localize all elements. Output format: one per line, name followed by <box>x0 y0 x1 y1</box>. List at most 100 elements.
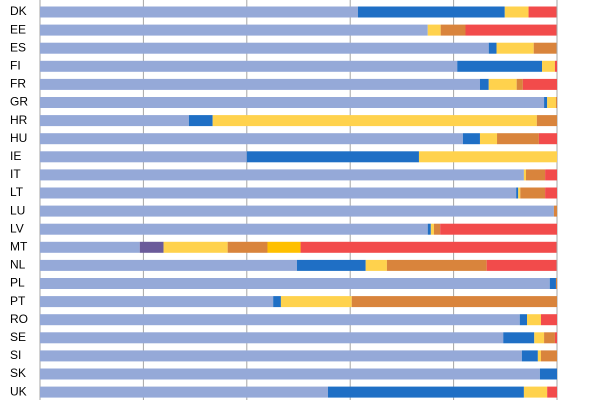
bar-segment <box>280 296 352 308</box>
bar-segment <box>351 296 557 308</box>
bar-segment <box>537 350 541 362</box>
bar-segment <box>457 60 543 72</box>
bar-segment <box>486 259 557 271</box>
bar-segment <box>488 78 517 90</box>
bar-segment <box>427 24 441 36</box>
y-tick-label: NL <box>10 258 26 272</box>
y-tick-label: DK <box>10 4 27 18</box>
bar-segment <box>520 187 546 199</box>
bar-segment <box>522 78 557 90</box>
bar-segment <box>40 133 463 145</box>
bar-segment <box>40 205 554 217</box>
bar-segment <box>40 368 540 380</box>
bar-segment <box>40 78 480 90</box>
bar-segment <box>40 314 520 326</box>
bar-segment <box>188 115 213 127</box>
y-tick-label: MT <box>10 239 28 253</box>
y-tick-label: UK <box>10 384 27 398</box>
bar-segment <box>540 350 557 362</box>
bar-segment <box>273 296 281 308</box>
y-tick-label: FR <box>10 77 26 91</box>
bar-segment <box>212 115 537 127</box>
bar-segment <box>547 386 557 398</box>
y-tick-label: ES <box>10 40 26 54</box>
y-tick-label: HR <box>10 113 28 127</box>
bar-segment <box>246 151 419 163</box>
bar-segment <box>547 97 556 108</box>
bar-segment <box>440 223 557 235</box>
bar-segment <box>534 332 545 344</box>
bar-segment <box>488 42 497 54</box>
bar-segment <box>163 241 228 253</box>
bar-segment <box>267 241 301 253</box>
bar-segment <box>433 223 441 235</box>
bar-segment <box>40 97 545 108</box>
bar-segment <box>440 24 466 36</box>
bar-segment <box>40 350 522 362</box>
bar-segment <box>496 42 534 54</box>
bar-segment <box>465 24 557 36</box>
bar-segment <box>227 241 268 253</box>
y-tick-label: FI <box>10 58 21 72</box>
bar-segment <box>542 60 555 72</box>
bar-segment <box>40 278 550 289</box>
bar-segment <box>518 187 521 199</box>
bar-segment <box>40 386 328 398</box>
bar-segment <box>357 6 505 18</box>
bar-segment <box>521 350 538 362</box>
y-tick-label: PT <box>10 294 26 308</box>
bar-segment <box>479 78 489 90</box>
bar-segment <box>554 332 557 344</box>
bar-segment <box>519 314 528 326</box>
bar-segment <box>527 314 541 326</box>
bar-segment <box>533 42 557 54</box>
bar-segment <box>540 314 557 326</box>
bar-segment <box>554 60 557 72</box>
bar-segment <box>544 332 555 344</box>
bar-segment <box>40 223 428 235</box>
bar-segment <box>536 115 557 127</box>
bar-segment <box>40 296 274 308</box>
y-tick-label: SK <box>10 366 26 380</box>
bar-segment <box>40 151 247 163</box>
y-tick-label: LV <box>10 221 24 235</box>
bar-segment <box>427 223 431 235</box>
bar-segment <box>430 223 434 235</box>
bar-segment <box>462 133 480 145</box>
bar-segment <box>40 115 189 127</box>
bar-segment <box>555 278 557 289</box>
y-tick-label: LT <box>10 185 24 199</box>
bar-segment <box>418 151 557 163</box>
bar-segment <box>300 241 557 253</box>
bar-segment <box>504 6 529 18</box>
bar-segment <box>139 241 164 253</box>
bar-segment <box>523 386 548 398</box>
y-tick-label: EE <box>10 22 26 36</box>
bar-segment <box>525 169 546 181</box>
y-tick-label: PL <box>10 276 25 290</box>
bar-segment <box>516 78 523 90</box>
y-tick-label: SE <box>10 330 26 344</box>
bar-segment <box>545 187 557 199</box>
bar-segment <box>40 24 428 36</box>
y-tick-label: LU <box>10 203 25 217</box>
y-tick-label: GR <box>10 95 28 109</box>
bar-segment <box>40 187 517 199</box>
bar-segment <box>40 60 458 72</box>
bar-segment <box>516 187 519 199</box>
bar-segment <box>523 169 526 181</box>
y-tick-label: IT <box>10 167 21 181</box>
bar-segment <box>528 6 557 18</box>
bar-segment <box>539 368 557 380</box>
bar-segment <box>40 259 297 271</box>
bar-segment <box>327 386 524 398</box>
bar-segment <box>479 133 498 145</box>
bar-segment <box>40 169 524 181</box>
bar-segment <box>503 332 535 344</box>
bar-segment <box>538 133 557 145</box>
bar-segment <box>40 42 489 54</box>
y-tick-label: SI <box>10 348 21 362</box>
bar-segment <box>296 259 366 271</box>
bar-segment <box>545 169 557 181</box>
